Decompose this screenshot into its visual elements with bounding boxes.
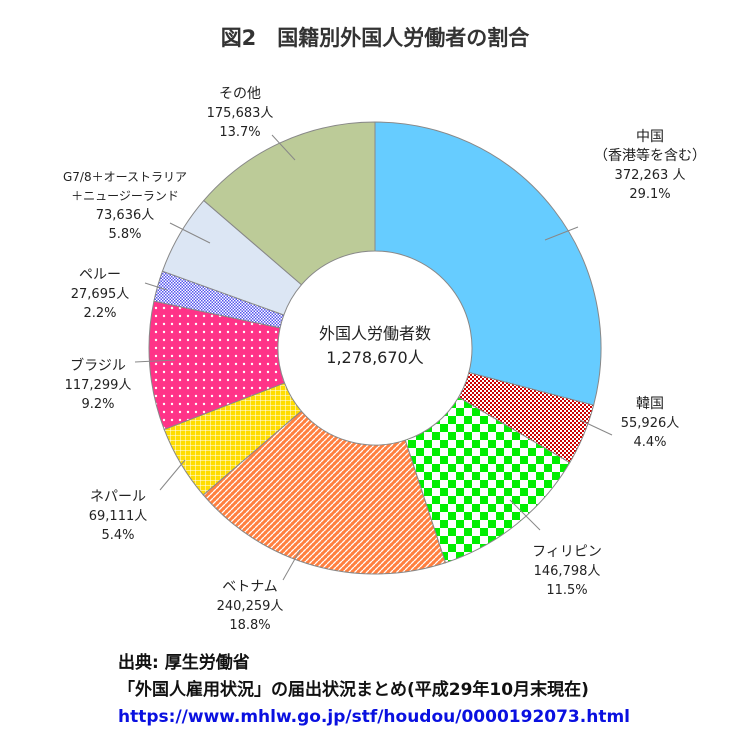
slice-name: ブラジル xyxy=(70,358,126,374)
slice-count: 240,259人 xyxy=(216,599,284,614)
slice-label-0: 中国 （香港等を含む） 372,263 人 29.1% xyxy=(594,128,706,204)
slice-pct: 9.2% xyxy=(81,397,115,412)
slice-name2: ＋ニュージーランド xyxy=(71,189,179,203)
leader-line-6 xyxy=(144,282,168,291)
slice-label-1: 韓国 55,926人 4.4% xyxy=(621,395,680,452)
slice-count: 146,798人 xyxy=(533,564,601,579)
slice-name: ベトナム xyxy=(222,579,278,595)
slice-pct: 29.1% xyxy=(629,187,671,202)
slice-name: G7/8＋オーストラリア xyxy=(62,170,188,184)
slice-name: フィリピン xyxy=(532,544,602,560)
slice-pct: 4.4% xyxy=(633,435,667,450)
slice-count: 27,695人 xyxy=(70,287,130,302)
slice-name: ペルー xyxy=(79,267,121,283)
center-title: 外国人労働者数 xyxy=(318,324,432,343)
leader-line-0 xyxy=(544,226,579,241)
slice-count: 175,683人 xyxy=(206,106,274,121)
slice-label-7: G7/8＋オーストラリア ＋ニュージーランド 73,636人 5.8% xyxy=(63,168,187,244)
slice-count: 372,263 人 xyxy=(614,168,686,183)
slice-pct: 5.4% xyxy=(101,528,135,543)
slice-label-4: ネパール 69,111人 5.4% xyxy=(89,488,148,545)
slice-8 xyxy=(203,121,376,286)
slice-label-8: その他 175,683人 13.7% xyxy=(207,85,274,142)
slice-2 xyxy=(404,396,571,564)
slice-label-3: ベトナム 240,259人 18.8% xyxy=(217,578,284,635)
slice-name2: （香港等を含む） xyxy=(594,148,706,164)
slice-pct: 18.8% xyxy=(229,618,271,633)
source-note: 出典: 厚生労働省 「外国人雇用状況」の届出状況まとめ(平成29年10月末現在)… xyxy=(118,650,630,731)
slice-pct: 5.8% xyxy=(108,227,142,242)
slice-pct: 11.5% xyxy=(546,583,588,598)
center-label: 外国人労働者数 1,278,670人 xyxy=(319,322,431,370)
leader-line-1 xyxy=(579,419,613,436)
slice-label-5: ブラジル 117,299人 9.2% xyxy=(65,357,132,414)
slice-pct: 13.7% xyxy=(219,125,261,140)
chart-title: 図2 国籍別外国人労働者の割合 xyxy=(220,26,530,50)
slice-label-6: ペルー 27,695人 2.2% xyxy=(71,266,130,323)
slice-pct: 2.2% xyxy=(83,306,117,321)
slice-count: 117,299人 xyxy=(64,378,132,393)
slice-label-2: フィリピン 146,798人 11.5% xyxy=(532,543,602,600)
slice-3 xyxy=(202,410,447,575)
leader-line-8 xyxy=(271,134,296,161)
source-url-link[interactable]: https://www.mhlw.go.jp/stf/houdou/000019… xyxy=(118,707,630,727)
slice-name: 中国 xyxy=(636,129,664,145)
leader-line-4 xyxy=(159,459,186,491)
slice-name: 韓国 xyxy=(636,396,664,412)
slice-count: 55,926人 xyxy=(620,416,680,431)
leader-line-5 xyxy=(134,359,176,363)
center-total: 1,278,670人 xyxy=(326,348,424,367)
source-line1: 出典: 厚生労働省 xyxy=(118,653,250,673)
slice-count: 69,111人 xyxy=(88,509,148,524)
leader-line-2 xyxy=(509,499,541,531)
slice-name: ネパール xyxy=(90,489,146,505)
slice-count: 73,636人 xyxy=(95,208,155,223)
leader-line-7 xyxy=(169,222,211,244)
slice-name: その他 xyxy=(218,86,261,102)
slice-0 xyxy=(374,121,602,406)
leader-line-3 xyxy=(282,549,301,581)
source-line2: 「外国人雇用状況」の届出状況まとめ(平成29年10月末現在) xyxy=(118,680,589,700)
